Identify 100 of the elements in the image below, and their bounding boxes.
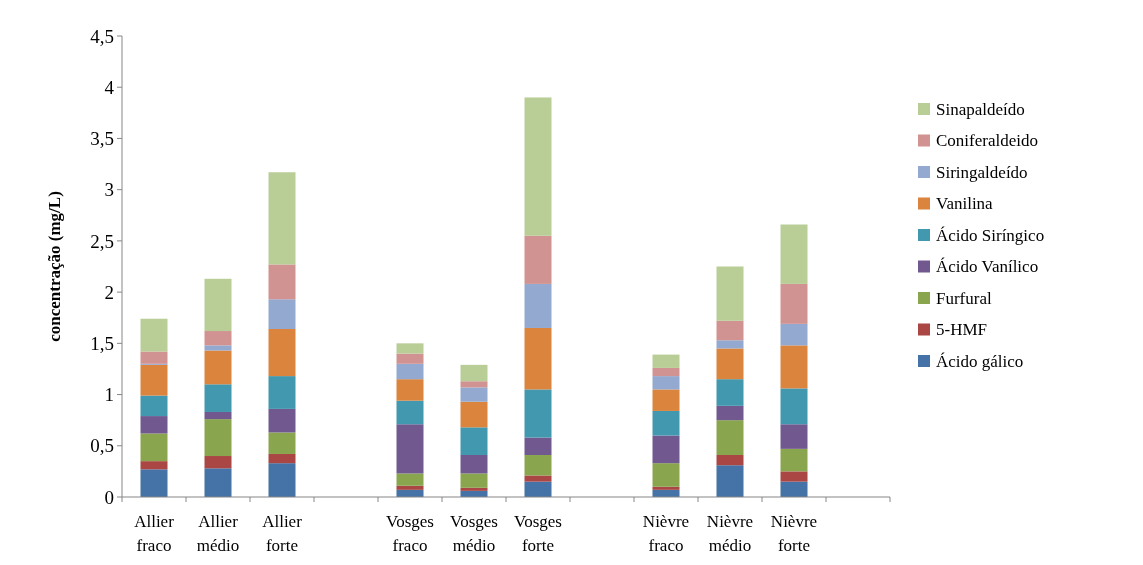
bar: [716, 379, 744, 406]
bar: [652, 367, 680, 377]
bar: [140, 433, 168, 462]
legend-label: Furfural: [936, 288, 992, 308]
x-tick-label: Allier fraco: [134, 512, 175, 555]
bar: [524, 235, 552, 284]
bar: [524, 475, 552, 482]
bar: [780, 424, 808, 449]
bar: [268, 264, 296, 300]
bar: [652, 463, 680, 487]
legend-label: Siringaldeído: [936, 162, 1028, 182]
bar: [716, 465, 744, 497]
y-tick-label: 0: [104, 486, 114, 508]
y-tick-label: 2: [104, 281, 114, 303]
bar: [652, 376, 680, 390]
bar: [204, 350, 232, 385]
bar: [780, 224, 808, 284]
bar: [140, 351, 168, 364]
bar: [140, 318, 168, 352]
y-tick-label: 0,5: [90, 435, 114, 457]
bar: [716, 348, 744, 380]
y-tick-label: 2,5: [90, 230, 114, 252]
bar: [140, 364, 168, 396]
bar: [716, 420, 744, 455]
bar: [460, 387, 488, 402]
legend-label: Vanilina: [936, 194, 994, 214]
bar: [460, 401, 488, 428]
bar: [460, 473, 488, 488]
y-tick-label: 3: [104, 179, 114, 201]
bar: [204, 468, 232, 497]
bar: [268, 299, 296, 329]
bar: [396, 424, 424, 474]
bar: [140, 416, 168, 434]
bar: [460, 427, 488, 455]
bar: [524, 455, 552, 476]
bar: [204, 345, 232, 351]
x-tick-label: Allier médio: [196, 512, 240, 555]
bar: [204, 331, 232, 346]
bar: [204, 278, 232, 332]
y-tick-label: 4,5: [90, 25, 114, 47]
y-axis-title: concentração (mg/L): [45, 191, 64, 342]
bar: [716, 340, 744, 349]
bar: [524, 327, 552, 390]
bar: [780, 283, 808, 324]
legend-label: Ácido Vanílico: [936, 257, 1039, 277]
bar: [204, 384, 232, 412]
x-tick-label: Vosges médio: [450, 512, 498, 555]
bar: [652, 410, 680, 436]
legend-label: Coniferaldeido: [936, 131, 1038, 151]
legend-label: 5-HMF: [936, 320, 988, 340]
bar: [204, 419, 232, 457]
bar: [780, 323, 808, 346]
bar: [396, 363, 424, 380]
y-tick-label: 1: [104, 384, 114, 406]
y-tick-label: 1,5: [90, 332, 114, 354]
bar: [524, 97, 552, 236]
bar: [716, 266, 744, 321]
x-tick-label: Nièvre fraco: [642, 512, 690, 555]
bar: [652, 486, 680, 490]
bar: [652, 389, 680, 411]
legend-label: Ácido Siríngico: [936, 225, 1045, 245]
bar: [268, 172, 296, 265]
bar: [268, 463, 296, 497]
bar: [268, 376, 296, 409]
bar: [716, 320, 744, 341]
x-tick-label: Vosges fraco: [386, 512, 434, 555]
bar: [524, 437, 552, 455]
bar: [716, 405, 744, 421]
bar: [716, 455, 744, 466]
x-tick-label: Nièvre médio: [706, 512, 754, 555]
x-tick-label: Vosges forte: [514, 512, 562, 555]
x-tick-label: Nièvre forte: [770, 512, 818, 555]
bar: [268, 432, 296, 454]
bar: [780, 448, 808, 472]
bar: [524, 389, 552, 438]
bar: [396, 485, 424, 490]
bar: [268, 328, 296, 377]
bar: [652, 354, 680, 368]
bar: [268, 453, 296, 464]
bar: [652, 435, 680, 464]
bar: [204, 456, 232, 469]
bar: [140, 395, 168, 417]
bar: [780, 388, 808, 425]
bar: [140, 461, 168, 470]
bar: [204, 411, 232, 420]
y-tick-label: 3,5: [90, 128, 114, 150]
x-tick-label: Allier forte: [262, 512, 303, 555]
legend-label: Sinapaldeído: [936, 99, 1025, 119]
bar: [140, 469, 168, 497]
legend-label: Ácido gálico: [936, 351, 1024, 371]
bar: [780, 481, 808, 497]
bar: [396, 400, 424, 425]
bar: [396, 379, 424, 401]
bar: [524, 283, 552, 328]
bar: [460, 455, 488, 474]
bar: [268, 408, 296, 433]
bar: [460, 381, 488, 388]
bar: [396, 473, 424, 486]
bar: [524, 481, 552, 497]
bar: [460, 364, 488, 382]
